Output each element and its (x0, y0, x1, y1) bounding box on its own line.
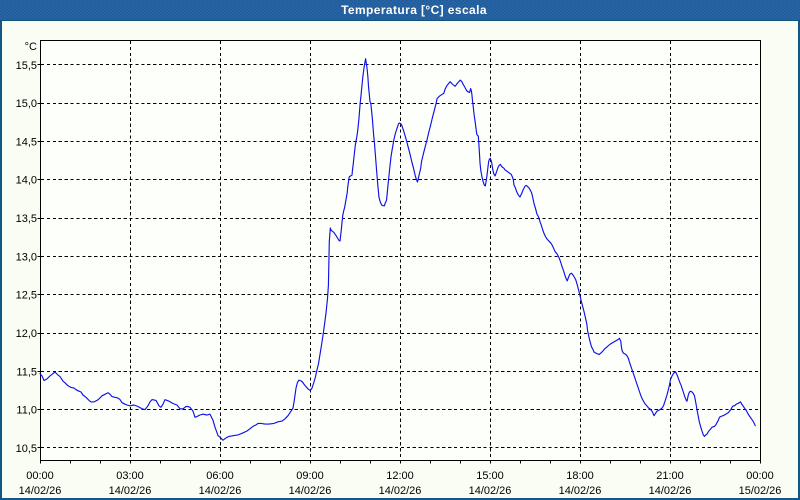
svg-text:14/02/26: 14/02/26 (559, 485, 602, 497)
svg-text:11,5: 11,5 (16, 366, 37, 378)
svg-text:15/02/26: 15/02/26 (739, 485, 782, 497)
svg-text:14/02/26: 14/02/26 (199, 485, 242, 497)
svg-text:°C: °C (25, 41, 37, 53)
svg-text:11,0: 11,0 (16, 405, 37, 417)
svg-text:14/02/26: 14/02/26 (469, 485, 512, 497)
svg-text:15:00: 15:00 (476, 470, 504, 482)
svg-text:14,5: 14,5 (16, 136, 37, 148)
svg-text:14,0: 14,0 (16, 175, 37, 187)
svg-text:12:00: 12:00 (386, 470, 414, 482)
svg-text:09:00: 09:00 (296, 470, 324, 482)
svg-text:13,0: 13,0 (16, 251, 37, 263)
svg-text:06:00: 06:00 (206, 470, 234, 482)
svg-text:18:00: 18:00 (566, 470, 594, 482)
svg-text:14/02/26: 14/02/26 (19, 485, 62, 497)
svg-text:12,0: 12,0 (16, 328, 37, 340)
svg-text:12,5: 12,5 (16, 290, 37, 302)
svg-text:14/02/26: 14/02/26 (379, 485, 422, 497)
svg-text:15,0: 15,0 (16, 98, 37, 110)
svg-text:14/02/26: 14/02/26 (649, 485, 692, 497)
svg-text:15,5: 15,5 (16, 60, 37, 72)
svg-text:03:00: 03:00 (116, 470, 144, 482)
svg-text:14/02/26: 14/02/26 (289, 485, 332, 497)
svg-text:21:00: 21:00 (656, 470, 684, 482)
svg-text:00:00: 00:00 (746, 470, 774, 482)
svg-text:10,5: 10,5 (16, 443, 37, 455)
svg-text:14/02/26: 14/02/26 (109, 485, 152, 497)
svg-text:13,5: 13,5 (16, 213, 37, 225)
svg-text:00:00: 00:00 (26, 470, 54, 482)
